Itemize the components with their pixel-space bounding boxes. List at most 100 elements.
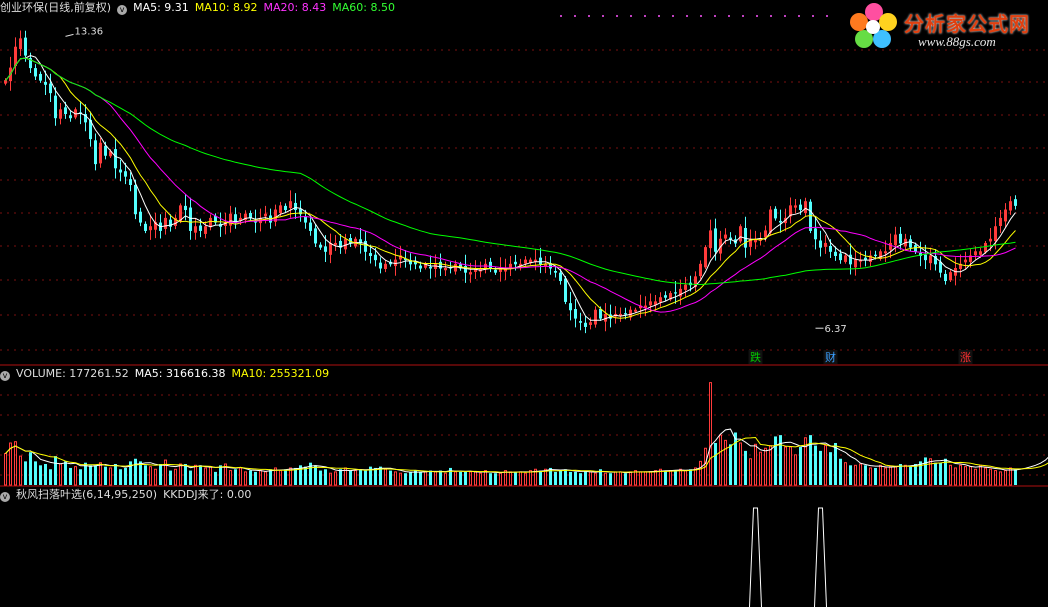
volume-bar	[959, 464, 962, 486]
candle-body	[369, 253, 372, 256]
volume-bar	[629, 471, 632, 486]
volume-bar	[259, 470, 262, 486]
candle-body	[584, 322, 587, 327]
candle-body	[514, 261, 517, 265]
candle-body	[294, 202, 297, 211]
candle-body	[764, 230, 767, 238]
volume-bar	[94, 465, 97, 485]
candle-body	[179, 205, 182, 222]
candle-body	[9, 67, 12, 82]
volume-bar	[759, 451, 762, 486]
volume-bar	[584, 470, 587, 485]
ma-line-ma20	[5, 57, 1016, 313]
dropdown-circle-icon[interactable]: v	[0, 371, 10, 381]
volume-bar	[859, 463, 862, 486]
volume-bar	[954, 467, 957, 486]
ma20-label: MA20: 8.43	[263, 1, 327, 14]
candle-body	[864, 257, 867, 261]
volume-bar	[939, 462, 942, 485]
volume-bar	[354, 470, 357, 486]
volume-bar	[904, 464, 907, 486]
candle-body	[729, 237, 732, 240]
volume-title: VOLUME: 177261.52	[16, 367, 129, 380]
volume-bar	[849, 465, 852, 485]
candle-body	[489, 261, 492, 269]
candle-body	[894, 234, 897, 246]
volume-bar	[234, 469, 237, 485]
volume-bar	[559, 470, 562, 485]
candle-body	[839, 253, 842, 261]
volume-bar	[774, 436, 777, 485]
candle-body	[679, 288, 682, 297]
volume-bar	[424, 471, 427, 486]
ma60-label: MA60: 8.50	[332, 1, 395, 14]
candle-body	[624, 313, 627, 315]
candle-body	[264, 213, 267, 217]
top-marker-dot	[658, 15, 660, 17]
volume-bar	[744, 450, 747, 485]
candle-body	[334, 242, 337, 245]
panel-dividers	[0, 364, 1048, 487]
candle-body	[1004, 209, 1007, 222]
candle-body	[129, 179, 132, 185]
ma10-label: MA10: 8.92	[194, 1, 258, 14]
volume-bar	[209, 466, 212, 486]
candle-body	[649, 301, 652, 306]
volume-bar	[519, 471, 522, 486]
candle-body	[39, 73, 42, 81]
candle-body	[714, 228, 717, 252]
volume-bar	[159, 464, 162, 485]
volume-bar	[314, 465, 317, 485]
volume-bar	[934, 462, 937, 485]
volume-bar	[494, 473, 497, 485]
candle-body	[304, 216, 307, 223]
volume-bar	[9, 442, 12, 486]
volume-bar	[449, 467, 452, 485]
candle-body	[884, 251, 887, 254]
volume-bar	[789, 446, 792, 486]
volume-bar	[704, 447, 707, 486]
volume-bar	[304, 466, 307, 485]
candle-body	[704, 247, 707, 268]
signal-tag-bg	[823, 350, 838, 364]
volume-bar	[679, 468, 682, 486]
volume-bar	[734, 432, 737, 485]
candle-body	[149, 226, 152, 231]
ma-line-ma60	[5, 57, 1016, 286]
candle-body	[939, 261, 942, 273]
candle-body	[579, 321, 582, 323]
candle-body	[309, 222, 312, 231]
candle-body	[469, 272, 472, 275]
volume-bar	[514, 471, 517, 485]
volume-bar	[129, 461, 132, 485]
volume-header: v VOLUME: 177261.52 MA5: 316616.38 MA10: 25…	[0, 366, 335, 382]
volume-bar	[539, 470, 542, 485]
volume-bar	[854, 464, 857, 486]
volume-bar	[44, 464, 47, 485]
volume-bar	[509, 471, 512, 486]
dropdown-circle-icon[interactable]: v	[0, 492, 10, 502]
volume-bar	[339, 469, 342, 485]
candle-body	[1009, 201, 1012, 211]
top-marker-dot	[588, 15, 590, 17]
volume-bar	[24, 461, 27, 485]
volume-bar	[949, 464, 952, 486]
candle-body	[869, 255, 872, 262]
volume-bar	[919, 461, 922, 485]
volume-bar	[244, 471, 247, 486]
site-logo: 分析家公式网 www.88gs.com	[848, 2, 1044, 52]
dropdown-circle-icon[interactable]: v	[117, 5, 128, 15]
volume-bar	[824, 445, 827, 486]
volume-bar	[754, 443, 757, 486]
volume-bar	[579, 473, 582, 485]
volume-bar	[474, 471, 477, 486]
candle-body	[284, 205, 287, 211]
indicator-header: v 秋风扫落叶选(6,14,95,250) KKDDJ来了: 0.00	[0, 487, 257, 503]
candle-body	[169, 219, 172, 227]
volume-bar	[964, 466, 967, 486]
candle-body	[319, 244, 322, 248]
volume-bar	[879, 464, 882, 486]
candle-body	[199, 225, 202, 231]
volume-bar	[39, 465, 42, 485]
volume-bar	[374, 467, 377, 485]
